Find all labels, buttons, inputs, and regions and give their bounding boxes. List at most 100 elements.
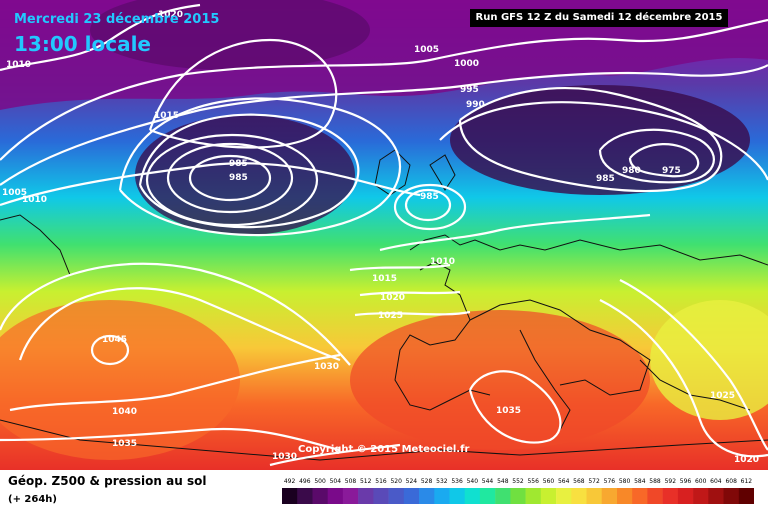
- lead-time: (+ 264h): [8, 494, 57, 505]
- legend-tick-label: 612: [741, 478, 753, 485]
- legend-color-cell: [464, 488, 481, 504]
- legend-color-cell: [373, 488, 389, 504]
- legend-color-cell: [617, 488, 633, 504]
- isobar-label: 1005: [2, 188, 27, 198]
- isobar-label: 985: [229, 173, 248, 183]
- isobar-label: 1045: [102, 335, 127, 345]
- legend-color-cell: [495, 488, 511, 504]
- forecast-time: 13:00 locale: [14, 32, 151, 56]
- legend-tick-label: 580: [619, 478, 631, 485]
- isobar-label: 1005: [414, 45, 439, 55]
- weather-map: 1020 1010 1015 985 1005 1010 1005 1000 9…: [0, 0, 768, 470]
- isobar-label: 990: [466, 100, 485, 110]
- isobar-label: 1010: [6, 60, 31, 70]
- legend-color-cell: [312, 488, 328, 504]
- model-run-label: Run GFS 12 Z du Samedi 12 décembre 2015: [470, 9, 728, 27]
- legend-tick-label: 544: [482, 478, 494, 485]
- legend-tick-label: 564: [558, 478, 570, 485]
- legend-color-cell: [510, 488, 526, 504]
- legend-color-cell: [632, 488, 648, 504]
- legend-tick-label: 568: [573, 478, 585, 485]
- legend-color-cell: [647, 488, 663, 504]
- legend-color-cell: [571, 488, 587, 504]
- isobar-label: 980: [622, 166, 641, 176]
- legend-color-cell: [540, 488, 557, 504]
- isobar-label: 975: [662, 166, 681, 176]
- legend-tick-label: 508: [345, 478, 357, 485]
- legend-color-cell: [327, 488, 344, 504]
- legend-tick-label: 592: [665, 478, 677, 485]
- legend-tick-label: 600: [695, 478, 707, 485]
- isobar-label: 1040: [112, 407, 137, 417]
- legend-color-cell: [738, 488, 754, 504]
- legend-tick-label: 604: [710, 478, 722, 485]
- legend-tick-label: 576: [604, 478, 616, 485]
- legend-tick-label: 588: [649, 478, 661, 485]
- legend-tick-label: 560: [543, 478, 555, 485]
- legend-tick-label: 504: [330, 478, 342, 485]
- legend-tick-label: 496: [299, 478, 311, 485]
- isobar-label: 1025: [710, 391, 735, 401]
- legend-tick-label: 548: [497, 478, 509, 485]
- legend-color-cell: [677, 488, 694, 504]
- legend-color-cell: [358, 488, 374, 504]
- coastlines: [0, 149, 768, 461]
- legend-color-cell: [708, 488, 724, 504]
- legend-tick-label: 536: [451, 478, 463, 485]
- trough-north: [90, 0, 370, 70]
- ridge-mediterranean: [350, 310, 650, 450]
- legend-color-cell: [693, 488, 709, 504]
- legend-color-cell: [434, 488, 450, 504]
- isobar-label: 1010: [22, 195, 47, 205]
- ridge-azores: [0, 300, 240, 460]
- legend-color-cell: [723, 488, 739, 504]
- legend-tick-label: 524: [406, 478, 418, 485]
- legend-color-cell: [419, 488, 435, 504]
- isobar-labels: 1020 1010 1015 985 1005 1010 1005 1000 9…: [2, 10, 759, 465]
- legend-color-cell: [282, 488, 298, 504]
- legend-tick-label: 552: [512, 478, 524, 485]
- legend-tick-label: 528: [421, 478, 433, 485]
- legend-tick-label: 512: [360, 478, 372, 485]
- isobar-label: 985: [596, 174, 615, 184]
- legend-color-cell: [449, 488, 465, 504]
- product-title: Géop. Z500 & pression au sol: [8, 474, 207, 488]
- isobar-label: 985: [420, 192, 439, 202]
- legend-color-cell: [556, 488, 572, 504]
- isobar-label: 985: [229, 159, 248, 169]
- legend-color-cell: [525, 488, 542, 504]
- isobar-label: 995: [460, 85, 479, 95]
- legend-color-cell: [297, 488, 313, 504]
- legend-tick-label: 556: [527, 478, 539, 485]
- isobar-label: 1030: [272, 452, 297, 462]
- color-scale-legend: 492 496 500 504 508 512 516 520 524 528 532 536 540 5…: [282, 478, 754, 504]
- isobar-label: 1015: [372, 274, 397, 284]
- legend-tick-label: 520: [390, 478, 402, 485]
- legend-color-cell: [586, 488, 602, 504]
- isobar-label: 1030: [314, 362, 339, 372]
- legend-tick-label: 532: [436, 478, 448, 485]
- isobar-lines: [0, 3, 768, 467]
- legend-tick-label: 596: [680, 478, 692, 485]
- isobar-label: 1020: [380, 293, 405, 303]
- legend-color-cell: [388, 488, 405, 504]
- copyright-text: Copyright © 2015 Meteociel.fr: [298, 444, 470, 455]
- forecast-date: Mercredi 23 décembre 2015: [14, 12, 220, 27]
- legend-color-cell: [479, 488, 496, 504]
- legend-tick-label: 608: [725, 478, 737, 485]
- legend-tick-label: 516: [375, 478, 387, 485]
- isobar-label: 1020: [734, 455, 759, 465]
- isobar-label: 1010: [430, 257, 455, 267]
- isobar-label: 1020: [158, 10, 183, 20]
- legend-color-cell: [601, 488, 618, 504]
- legend-tick-label: 500: [314, 478, 326, 485]
- legend-color-cell: [342, 488, 359, 504]
- isobar-label: 1015: [154, 111, 179, 121]
- legend-tick-label: 584: [634, 478, 646, 485]
- legend-tick-label: 572: [588, 478, 600, 485]
- isobar-label: 1035: [112, 439, 137, 449]
- legend-color-cell: [403, 488, 420, 504]
- isobar-label: 1035: [496, 406, 521, 416]
- isobar-label: 1025: [378, 311, 403, 321]
